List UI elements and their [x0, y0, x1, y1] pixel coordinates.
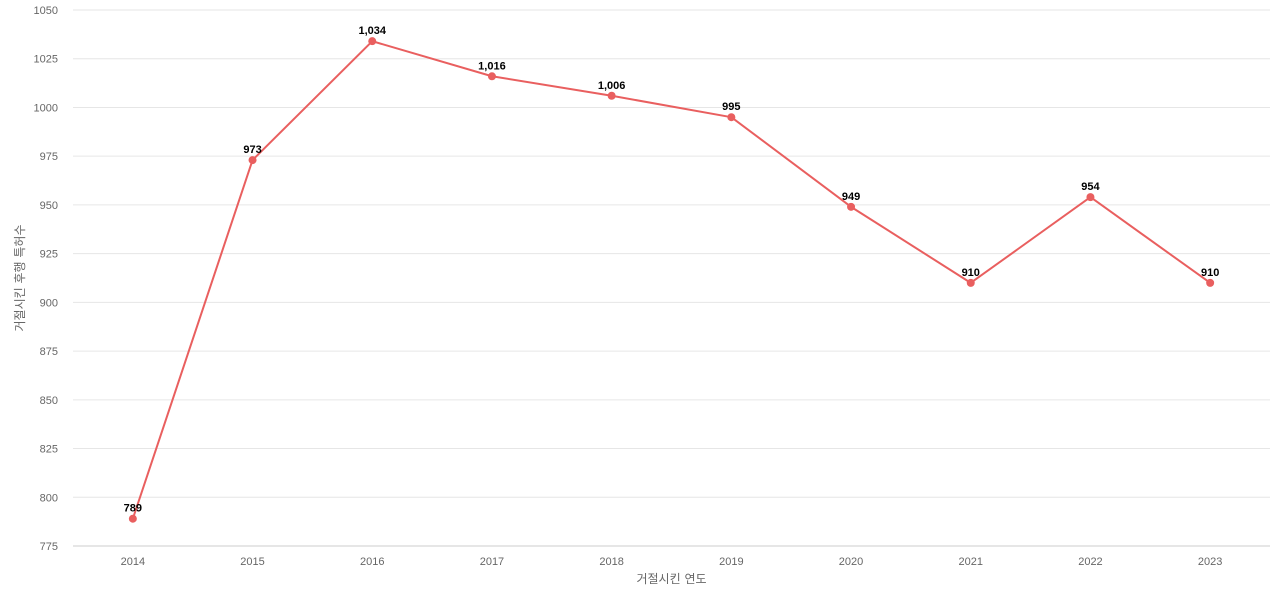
x-tick-label: 2022	[1078, 556, 1102, 568]
x-tick-label: 2021	[959, 556, 983, 568]
data-point[interactable]	[847, 202, 856, 211]
data-point[interactable]	[727, 113, 736, 122]
x-tick-label: 2023	[1198, 556, 1222, 568]
data-label: 954	[1081, 181, 1100, 193]
y-tick-label: 775	[40, 541, 58, 553]
y-axis-title: 거절시킨 후행 특허수	[12, 225, 27, 332]
data-point[interactable]	[966, 278, 975, 287]
x-tick-label: 2019	[719, 556, 743, 568]
y-tick-label: 950	[40, 200, 58, 212]
y-tick-label: 975	[40, 151, 58, 163]
data-label: 910	[962, 267, 980, 279]
x-tick-label: 2017	[480, 556, 504, 568]
data-point[interactable]	[128, 514, 137, 523]
data-point[interactable]	[368, 37, 377, 46]
x-tick-label: 2014	[121, 556, 145, 568]
x-tick-label: 2020	[839, 556, 863, 568]
y-tick-label: 925	[40, 249, 58, 261]
data-label: 910	[1201, 267, 1219, 279]
y-tick-label: 875	[40, 346, 58, 358]
data-label: 949	[842, 191, 860, 203]
data-point[interactable]	[607, 91, 616, 100]
data-point[interactable]	[248, 156, 257, 165]
data-point[interactable]	[487, 72, 496, 81]
y-tick-label: 1050	[34, 5, 58, 17]
y-tick-label: 800	[40, 492, 58, 504]
gridlines	[73, 9, 1270, 498]
data-label: 1,006	[598, 80, 626, 92]
x-tick-label: 2018	[599, 556, 623, 568]
y-axis-ticks: 775 800 825 850 875 900 925 950 975 1000 1025 1050	[34, 5, 58, 553]
y-tick-label: 850	[40, 395, 58, 407]
y-tick-label: 1000	[34, 102, 58, 114]
data-label: 995	[722, 101, 740, 113]
x-axis-title: 거절시킨 연도	[636, 572, 706, 586]
y-tick-label: 1025	[34, 54, 58, 66]
y-tick-label: 825	[40, 444, 58, 456]
series-layer	[128, 37, 1215, 523]
series-line	[131, 40, 1211, 520]
data-labels: 789 973 1,034 1,016 1,006 995 949 910 954 910	[124, 25, 1220, 515]
data-point[interactable]	[1206, 278, 1215, 287]
data-label: 789	[124, 503, 142, 515]
data-label: 1,034	[358, 25, 386, 37]
data-point[interactable]	[1086, 193, 1095, 202]
x-axis-ticks: 2014 2015 2016 2017 2018 2019 2020 2021 2022 2023	[121, 556, 1223, 568]
x-tick-label: 2016	[360, 556, 384, 568]
data-label: 1,016	[478, 60, 506, 72]
x-tick-label: 2015	[240, 556, 264, 568]
data-label: 973	[243, 144, 261, 156]
y-tick-label: 900	[40, 297, 58, 309]
